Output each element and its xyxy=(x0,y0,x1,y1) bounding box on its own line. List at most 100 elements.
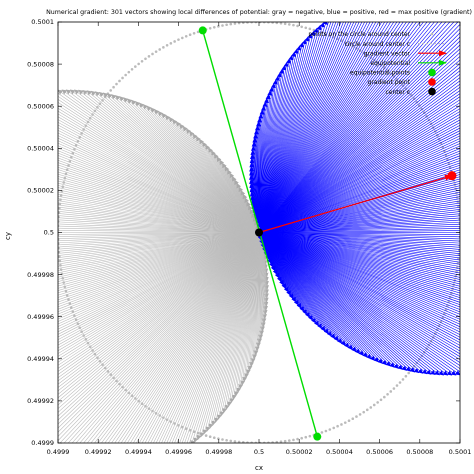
negative-vector xyxy=(58,107,260,233)
positive-vector xyxy=(258,22,357,233)
positive-vector xyxy=(258,22,451,233)
positive-vector xyxy=(258,150,460,233)
circle-point xyxy=(229,22,233,26)
positive-vector xyxy=(258,44,460,233)
negative-vector xyxy=(58,229,260,233)
negative-vector xyxy=(58,232,260,242)
circle-point xyxy=(401,84,405,87)
positive-vector xyxy=(258,232,460,252)
negative-vector xyxy=(171,232,260,443)
positive-vector xyxy=(258,70,460,233)
circle-point xyxy=(283,439,287,443)
positive-vector xyxy=(258,232,453,376)
positive-vector xyxy=(258,232,460,303)
negative-vector xyxy=(98,91,260,233)
positive-vector xyxy=(258,232,460,274)
positive-vector xyxy=(258,130,460,233)
negative-vector xyxy=(119,96,260,233)
circle-point xyxy=(196,30,200,34)
negative-vector xyxy=(133,232,260,443)
positive-vector xyxy=(258,232,460,272)
negative-vector xyxy=(219,232,260,417)
positive-vector xyxy=(258,232,460,250)
positive-vector xyxy=(258,96,460,233)
positive-vector xyxy=(258,232,460,333)
x-tick-label: 0.49992 xyxy=(85,448,112,456)
positive-vector xyxy=(258,22,355,233)
circle-point xyxy=(404,374,408,378)
negative-vector xyxy=(58,232,260,289)
circle-point xyxy=(181,36,184,40)
legend-label: equipotential xyxy=(370,60,410,67)
circle-point xyxy=(347,419,351,423)
y-tick-label: 0.5001 xyxy=(31,18,54,26)
positive-vector xyxy=(258,232,403,370)
positive-vector xyxy=(258,200,460,233)
negative-vector xyxy=(58,232,260,312)
negative-vector xyxy=(58,173,260,233)
negative-vector xyxy=(79,232,260,443)
positive-vector xyxy=(258,157,460,233)
negative-vector xyxy=(155,232,260,443)
positive-vector xyxy=(258,232,460,376)
positive-vector xyxy=(258,232,460,320)
positive-vector xyxy=(258,22,395,233)
positive-vector xyxy=(258,232,460,336)
negative-vector xyxy=(58,178,260,233)
negative-vector xyxy=(58,196,260,233)
positive-vector xyxy=(258,232,460,341)
positive-vector xyxy=(258,232,460,364)
negative-vector xyxy=(58,232,260,287)
positive-vector xyxy=(258,164,460,233)
circle-point xyxy=(324,429,328,433)
positive-vector xyxy=(258,232,460,344)
negative-vector xyxy=(58,232,260,413)
negative-vector xyxy=(174,232,260,443)
positive-vector xyxy=(258,223,460,233)
circle-point xyxy=(144,57,147,61)
negative-vector xyxy=(58,232,260,330)
positive-vector xyxy=(258,232,460,289)
circle-point xyxy=(208,435,212,438)
negative-vector xyxy=(115,95,260,233)
positive-vector xyxy=(258,232,460,280)
circle-point xyxy=(246,22,249,24)
circle-point xyxy=(184,34,188,38)
negative-vector xyxy=(120,232,260,443)
positive-vector xyxy=(258,119,460,233)
negative-vector xyxy=(58,104,260,233)
circle-point xyxy=(147,55,151,58)
circle-point xyxy=(169,42,173,45)
circle-point xyxy=(271,441,274,443)
y-tick-label: 0.50008 xyxy=(27,60,54,68)
positive-vector xyxy=(258,22,347,233)
positive-vector xyxy=(258,22,411,233)
circle-point xyxy=(118,79,121,83)
negative-vector xyxy=(179,232,260,443)
positive-vector xyxy=(258,153,460,233)
positive-vector xyxy=(258,86,460,233)
positive-vector xyxy=(258,59,460,233)
circle-point xyxy=(233,440,237,443)
positive-vector xyxy=(258,232,460,242)
circle-point xyxy=(134,65,137,68)
negative-vector xyxy=(58,189,260,233)
positive-vector xyxy=(258,122,460,233)
legend-label: points on the circle around center xyxy=(308,31,410,38)
negative-vector xyxy=(208,232,260,429)
positive-vector xyxy=(258,232,460,261)
negative-vector xyxy=(58,215,260,233)
circle-point xyxy=(308,434,312,438)
circle-point xyxy=(204,434,208,437)
negative-vector xyxy=(58,217,260,233)
positive-vector xyxy=(258,22,455,233)
circle-point xyxy=(358,413,362,416)
negative-vector xyxy=(58,176,260,233)
circle-point xyxy=(173,40,176,43)
circle-point xyxy=(192,31,196,35)
negative-vector xyxy=(58,124,260,233)
circle-point xyxy=(109,373,113,376)
positive-vector xyxy=(258,23,460,233)
